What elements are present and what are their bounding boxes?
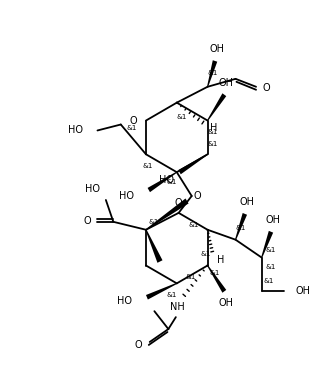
- Text: H: H: [217, 254, 224, 265]
- Text: &1: &1: [207, 129, 217, 136]
- Text: &1: &1: [207, 142, 217, 147]
- Text: &1: &1: [148, 219, 159, 225]
- Text: O: O: [135, 340, 142, 350]
- Polygon shape: [146, 229, 163, 263]
- Text: &1: &1: [266, 247, 276, 252]
- Text: &1: &1: [264, 278, 274, 284]
- Text: O: O: [262, 83, 270, 93]
- Text: &1: &1: [143, 163, 153, 169]
- Text: HO: HO: [159, 175, 174, 185]
- Text: &1: &1: [207, 70, 217, 76]
- Text: &1: &1: [188, 222, 199, 228]
- Text: OH: OH: [295, 286, 310, 296]
- Polygon shape: [207, 265, 226, 293]
- Polygon shape: [179, 154, 208, 174]
- Polygon shape: [261, 231, 273, 258]
- Text: &1: &1: [201, 250, 211, 257]
- Polygon shape: [148, 172, 177, 192]
- Text: OH: OH: [265, 215, 280, 225]
- Text: O: O: [175, 198, 183, 208]
- Polygon shape: [207, 60, 217, 87]
- Text: OH: OH: [219, 78, 234, 88]
- Text: &1: &1: [266, 265, 276, 270]
- Text: &1: &1: [236, 225, 246, 231]
- Text: &1: &1: [176, 114, 187, 120]
- Text: &1: &1: [210, 270, 220, 276]
- Text: HO: HO: [85, 184, 100, 194]
- Text: OH: OH: [209, 44, 224, 54]
- Text: HO: HO: [68, 125, 83, 136]
- Polygon shape: [207, 93, 226, 121]
- Polygon shape: [235, 213, 247, 240]
- Text: &1: &1: [186, 274, 196, 280]
- Text: NH: NH: [170, 302, 185, 312]
- Text: H: H: [210, 123, 218, 134]
- Text: O: O: [83, 216, 91, 226]
- Text: OH: OH: [239, 197, 254, 207]
- Text: HO: HO: [119, 191, 134, 201]
- Text: &1: &1: [167, 179, 177, 185]
- Text: OH: OH: [219, 298, 234, 308]
- Text: HO: HO: [117, 296, 132, 306]
- Polygon shape: [146, 198, 188, 230]
- Text: &1: &1: [127, 125, 137, 131]
- Text: &1: &1: [167, 292, 177, 298]
- Text: O: O: [193, 191, 201, 201]
- Polygon shape: [146, 283, 177, 299]
- Text: O: O: [129, 116, 137, 125]
